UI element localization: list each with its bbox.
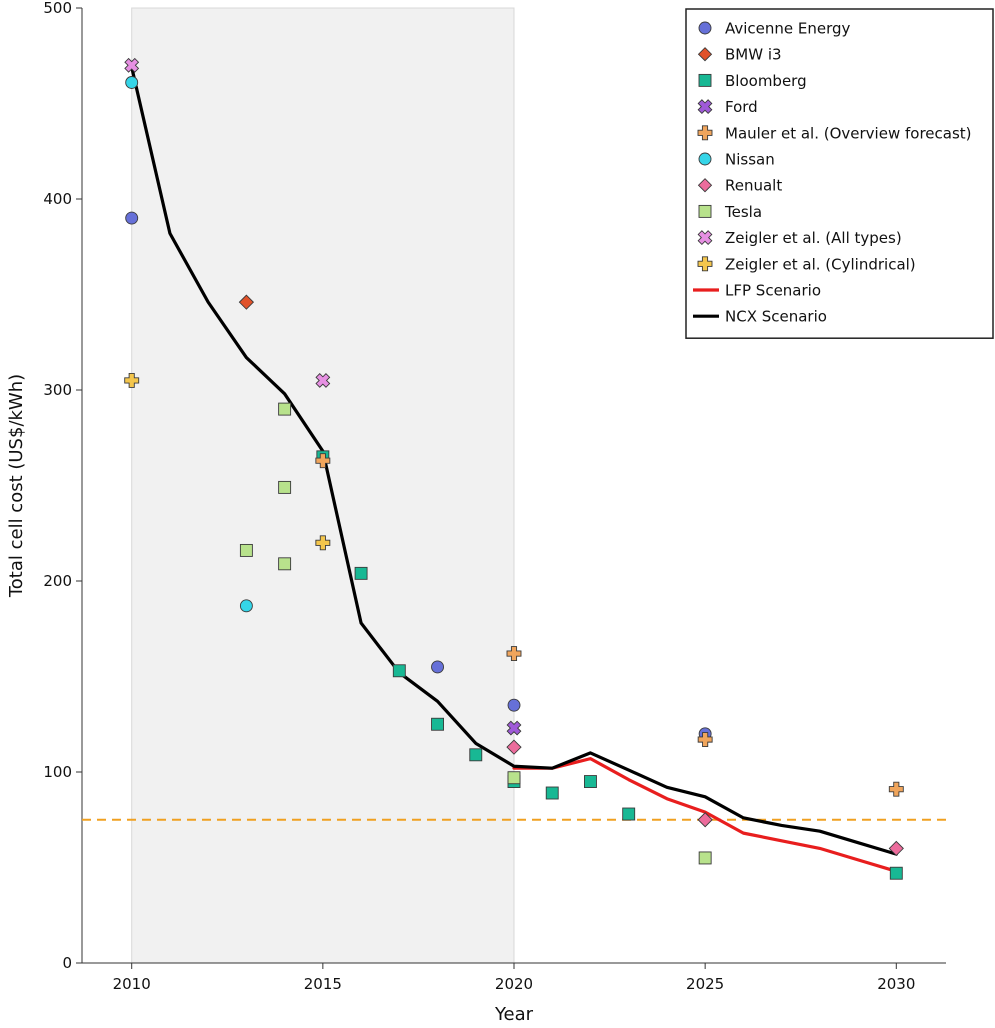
avicenne-energy-point [125, 211, 139, 225]
nissan-point [125, 76, 139, 89]
avicenne-energy-point [507, 698, 521, 712]
legend-swatch-mauler-et-al-overview-forecast [697, 125, 713, 141]
y-tick-label: 300 [43, 381, 72, 399]
bloomberg-point [889, 866, 903, 880]
bloomberg-point [622, 807, 636, 821]
tesla-point [698, 851, 712, 865]
legend-label-bloomberg: Bloomberg [725, 72, 807, 90]
legend-swatch-nissan [698, 152, 712, 166]
bloomberg-point [354, 566, 368, 580]
zeigler-et-al-all-types-series [124, 57, 331, 388]
y-tick-label: 100 [43, 763, 72, 781]
legend-label-avicenne-energy: Avicenne Energy [725, 20, 851, 38]
y-tick-label: 0 [62, 954, 72, 972]
tesla-point [278, 402, 292, 416]
y-tick-label: 200 [43, 572, 72, 590]
legend-label-renualt: Renualt [725, 177, 782, 195]
mauler-et-al-overview-forecast-point [888, 781, 904, 797]
legend-box [685, 8, 994, 339]
legend-swatch-bmw-i3 [697, 47, 713, 62]
legend-swatch-zeigler-et-al-all-types [697, 230, 713, 246]
bloomberg-point [584, 775, 597, 788]
ford-point [506, 720, 522, 736]
legend-label-zeigler-et-al-cylindrical: Zeigler et al. (Cylindrical) [725, 255, 916, 273]
x-tick-label: 2020 [495, 975, 533, 993]
tesla-point [239, 543, 253, 557]
legend-label-mauler-et-al-overview-forecast: Mauler et al. (Overview forecast) [725, 124, 972, 142]
y-tick-label: 500 [43, 0, 72, 17]
x-tick-label: 2025 [686, 975, 724, 993]
legend-swatch-zeigler-et-al-cylindrical [697, 256, 713, 272]
legend-label-bmw-i3: BMW i3 [725, 46, 782, 64]
y-tick-label: 400 [43, 190, 72, 208]
mauler-et-al-overview-forecast-series [315, 453, 904, 797]
legend-swatch-bloomberg [698, 73, 712, 87]
ford-series [506, 720, 522, 736]
x-tick-label: 2010 [113, 975, 151, 993]
legend-label-ford: Ford [725, 98, 758, 116]
x-tick-label: 2015 [304, 975, 342, 993]
zeigler-et-al-cylindrical-series [124, 373, 331, 551]
bloomberg-point [545, 786, 559, 800]
x-tick-label: 2030 [877, 975, 915, 993]
renualt-point [888, 840, 904, 857]
legend-label-tesla: Tesla [724, 203, 762, 221]
mauler-et-al-overview-forecast-point [697, 732, 713, 747]
bloomberg-point [469, 748, 483, 762]
zeigler-et-al-cylindrical-point [124, 373, 140, 388]
bmw-i3-point [238, 294, 255, 310]
avicenne-energy-point [431, 660, 444, 674]
zeigler-et-al-cylindrical-point [315, 535, 331, 551]
tesla-point [507, 771, 521, 785]
legend-label-zeigler-et-al-all-types: Zeigler et al. (All types) [725, 229, 902, 247]
tesla-point [278, 557, 292, 571]
mauler-et-al-overview-forecast-point [506, 646, 522, 662]
mauler-et-al-overview-forecast-point [315, 453, 331, 469]
y-axis-title: Total cell cost (US$/kWh) [6, 374, 27, 598]
lfp-scenario-line [512, 757, 898, 873]
legend-swatch-ford [697, 99, 713, 115]
ncx-scenario-line [130, 65, 898, 856]
bloomberg-point [392, 664, 406, 678]
tesla-point [278, 480, 292, 494]
legend-swatch-renualt [697, 178, 713, 193]
legend-label-ncx-scenario: NCX Scenario [725, 308, 827, 326]
chart-legend: Avicenne Energy BMW i3 Bloomberg Ford Mauler… [685, 8, 994, 339]
legend-swatch-avicenne-energy [698, 21, 712, 35]
renualt-point [506, 739, 522, 755]
renualt-series [506, 739, 904, 857]
shaded-historical-region [131, 7, 515, 964]
renualt-point [697, 812, 713, 828]
tesla-series [239, 402, 712, 865]
bloomberg-point [431, 717, 444, 731]
legend-swatch-tesla [698, 204, 712, 218]
nissan-series [125, 76, 253, 613]
x-axis-title: Year [494, 1004, 534, 1024]
zeigler-et-al-all-types-point [124, 57, 140, 73]
legend-label-nissan: Nissan [725, 151, 775, 169]
legend-label-lfp-scenario: LFP Scenario [725, 282, 821, 300]
bmw-i3-series [238, 294, 255, 310]
zeigler-et-al-all-types-point [315, 373, 331, 388]
nissan-point [239, 599, 253, 613]
